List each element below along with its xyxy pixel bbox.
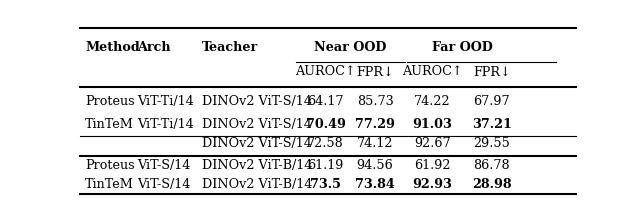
Text: 92.67: 92.67 bbox=[414, 137, 451, 150]
Text: FPR↓: FPR↓ bbox=[356, 65, 394, 78]
Text: 28.98: 28.98 bbox=[472, 177, 511, 190]
Text: 92.93: 92.93 bbox=[412, 177, 452, 190]
Text: DINOv2 ViT-S/14: DINOv2 ViT-S/14 bbox=[202, 137, 312, 150]
Text: AUROC↑: AUROC↑ bbox=[402, 65, 463, 78]
Text: DINOv2 ViT-S/14: DINOv2 ViT-S/14 bbox=[202, 118, 312, 131]
Text: 94.56: 94.56 bbox=[356, 158, 394, 171]
Text: DINOv2 ViT-B/14: DINOv2 ViT-B/14 bbox=[202, 177, 312, 190]
Text: Arch: Arch bbox=[137, 41, 171, 54]
Text: DINOv2 ViT-S/14: DINOv2 ViT-S/14 bbox=[202, 95, 312, 108]
Text: Teacher: Teacher bbox=[202, 41, 258, 54]
Text: 61.92: 61.92 bbox=[414, 158, 451, 171]
Text: ViT-S/14: ViT-S/14 bbox=[137, 158, 191, 171]
Text: Near OOD: Near OOD bbox=[314, 41, 387, 54]
Text: 91.03: 91.03 bbox=[412, 118, 452, 131]
Text: 77.29: 77.29 bbox=[355, 118, 395, 131]
Text: 67.97: 67.97 bbox=[474, 95, 510, 108]
Text: 29.55: 29.55 bbox=[473, 137, 510, 150]
Text: Proteus: Proteus bbox=[85, 158, 134, 171]
Text: DINOv2 ViT-B/14: DINOv2 ViT-B/14 bbox=[202, 158, 312, 171]
Text: ViT-Ti/14: ViT-Ti/14 bbox=[137, 118, 194, 131]
Text: 72.58: 72.58 bbox=[307, 137, 344, 150]
Text: 37.21: 37.21 bbox=[472, 118, 511, 131]
Text: Proteus: Proteus bbox=[85, 95, 134, 108]
Text: 61.19: 61.19 bbox=[307, 158, 344, 171]
Text: 73.5: 73.5 bbox=[310, 177, 341, 190]
Text: AUROC↑: AUROC↑ bbox=[295, 65, 356, 78]
Text: ViT-S/14: ViT-S/14 bbox=[137, 177, 191, 190]
Text: Method: Method bbox=[85, 41, 140, 54]
Text: 73.84: 73.84 bbox=[355, 177, 395, 190]
Text: FPR↓: FPR↓ bbox=[473, 65, 511, 78]
Text: TinTeM: TinTeM bbox=[85, 177, 134, 190]
Text: 74.12: 74.12 bbox=[357, 137, 394, 150]
Text: 74.22: 74.22 bbox=[414, 95, 451, 108]
Text: 64.17: 64.17 bbox=[307, 95, 344, 108]
Text: 85.73: 85.73 bbox=[356, 95, 394, 108]
Text: 70.49: 70.49 bbox=[305, 118, 346, 131]
Text: Far OOD: Far OOD bbox=[431, 41, 492, 54]
Text: TinTeM: TinTeM bbox=[85, 118, 134, 131]
Text: ViT-Ti/14: ViT-Ti/14 bbox=[137, 95, 194, 108]
Text: 86.78: 86.78 bbox=[474, 158, 510, 171]
